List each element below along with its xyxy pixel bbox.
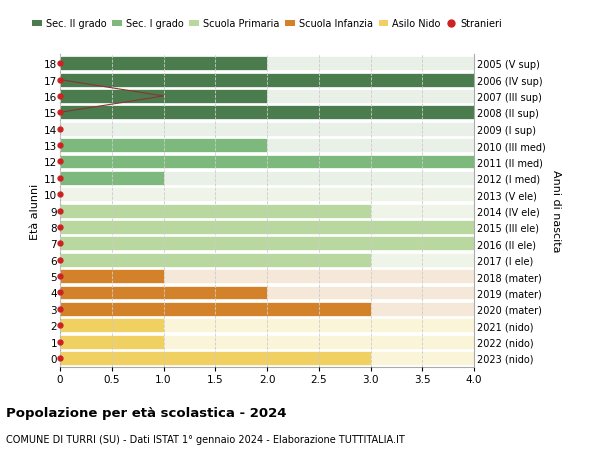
Bar: [60, 351, 474, 365]
Bar: [60, 220, 474, 235]
Bar: [60, 106, 474, 120]
Y-axis label: Età alunni: Età alunni: [30, 183, 40, 239]
Bar: [60, 335, 163, 349]
Bar: [60, 139, 474, 153]
Bar: [60, 57, 474, 71]
Legend: Sec. II grado, Sec. I grado, Scuola Primaria, Scuola Infanzia, Asilo Nido, Stran: Sec. II grado, Sec. I grado, Scuola Prim…: [32, 19, 502, 29]
Bar: [60, 220, 474, 235]
Bar: [60, 286, 267, 300]
Bar: [60, 155, 474, 169]
Bar: [60, 73, 474, 87]
Bar: [60, 253, 371, 267]
Bar: [60, 90, 474, 104]
Bar: [60, 237, 474, 251]
Bar: [60, 172, 474, 185]
Bar: [60, 188, 474, 202]
Bar: [60, 302, 371, 316]
Bar: [60, 253, 474, 267]
Bar: [60, 155, 474, 169]
Bar: [60, 204, 474, 218]
Bar: [60, 286, 474, 300]
Bar: [60, 319, 163, 332]
Y-axis label: Anni di nascita: Anni di nascita: [551, 170, 561, 252]
Bar: [60, 90, 267, 104]
Bar: [60, 335, 474, 349]
Bar: [60, 139, 267, 153]
Bar: [60, 172, 163, 185]
Bar: [60, 204, 371, 218]
Bar: [60, 351, 371, 365]
Bar: [60, 269, 474, 284]
Bar: [60, 319, 474, 332]
Bar: [60, 106, 474, 120]
Text: Popolazione per età scolastica - 2024: Popolazione per età scolastica - 2024: [6, 406, 287, 419]
Text: COMUNE DI TURRI (SU) - Dati ISTAT 1° gennaio 2024 - Elaborazione TUTTITALIA.IT: COMUNE DI TURRI (SU) - Dati ISTAT 1° gen…: [6, 434, 405, 444]
Bar: [60, 237, 474, 251]
Bar: [60, 57, 267, 71]
Bar: [60, 269, 163, 284]
Bar: [60, 302, 474, 316]
Bar: [60, 73, 474, 87]
Bar: [60, 123, 474, 136]
